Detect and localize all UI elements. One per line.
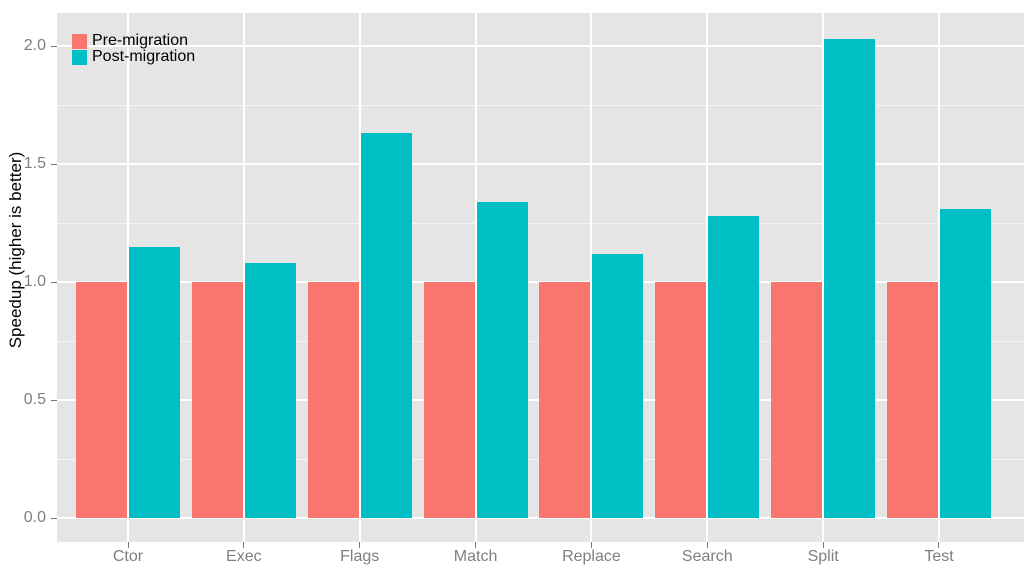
bar-pre-migration-test bbox=[886, 282, 938, 518]
vertical-gridline bbox=[937, 13, 940, 542]
x-tick-label-test: Test bbox=[924, 548, 954, 565]
x-tick-mark bbox=[359, 542, 361, 548]
y-tick-mark bbox=[51, 399, 57, 401]
x-tick-label-match: Match bbox=[453, 548, 498, 565]
x-tick-mark bbox=[822, 542, 824, 548]
x-tick-label-replace: Replace bbox=[562, 548, 621, 565]
x-tick-mark bbox=[938, 542, 940, 548]
legend-swatch-icon bbox=[72, 33, 87, 49]
y-tick-label: 1.5 bbox=[23, 155, 46, 172]
legend-label: Post-migration bbox=[92, 48, 196, 65]
bar-post-migration-search bbox=[708, 215, 760, 518]
minor-gridline bbox=[57, 222, 1024, 224]
x-tick-mark bbox=[590, 542, 592, 548]
bar-post-migration-exec bbox=[244, 263, 296, 518]
vertical-gridline bbox=[358, 13, 361, 542]
bar-post-migration-split bbox=[824, 38, 876, 518]
bar-post-migration-ctor bbox=[129, 246, 180, 518]
y-tick-label: 2.0 bbox=[23, 37, 46, 54]
vertical-gridline bbox=[474, 13, 477, 542]
bar-pre-migration-ctor bbox=[76, 282, 127, 518]
bar-pre-migration-replace bbox=[539, 282, 591, 518]
legend-swatch-icon bbox=[72, 49, 87, 65]
x-tick-mark bbox=[127, 542, 129, 548]
x-tick-mark bbox=[475, 542, 477, 548]
y-tick-label: 0.5 bbox=[23, 391, 46, 408]
y-tick-label: 1.0 bbox=[23, 273, 46, 290]
major-gridline bbox=[57, 517, 1024, 519]
y-tick-mark bbox=[51, 45, 57, 47]
bar-pre-migration-match bbox=[423, 282, 475, 518]
y-tick-mark bbox=[51, 517, 57, 519]
major-gridline bbox=[57, 163, 1024, 165]
minor-gridline bbox=[57, 104, 1024, 106]
bar-post-migration-test bbox=[939, 208, 991, 518]
x-tick-label-ctor: Ctor bbox=[112, 548, 144, 565]
vertical-gridline bbox=[590, 13, 593, 542]
legend-item: Pre-migration bbox=[72, 33, 195, 49]
y-tick-label: 0.0 bbox=[23, 509, 46, 526]
y-tick-mark bbox=[51, 281, 57, 283]
bar-post-migration-replace bbox=[592, 253, 644, 518]
x-tick-mark bbox=[243, 542, 245, 548]
x-tick-label-split: Split bbox=[807, 548, 839, 565]
vertical-gridline bbox=[242, 13, 245, 542]
x-tick-label-exec: Exec bbox=[226, 548, 262, 565]
vertical-gridline bbox=[127, 13, 129, 542]
y-axis-title: Speedup (higher is better) bbox=[6, 151, 25, 349]
bar-post-migration-flags bbox=[360, 133, 412, 518]
bar-pre-migration-flags bbox=[307, 282, 359, 518]
major-gridline bbox=[57, 45, 1024, 47]
x-tick-label-search: Search bbox=[681, 548, 733, 565]
bar-pre-migration-exec bbox=[191, 282, 243, 518]
bar-post-migration-match bbox=[476, 201, 528, 518]
x-tick-mark bbox=[706, 542, 708, 548]
bar-pre-migration-search bbox=[655, 282, 707, 518]
legend: Pre-migration Post-migration bbox=[72, 33, 195, 65]
vertical-gridline bbox=[706, 13, 709, 542]
legend-label: Pre-migration bbox=[92, 32, 189, 49]
vertical-gridline bbox=[822, 13, 825, 542]
y-tick-mark bbox=[51, 163, 57, 165]
legend-item: Post-migration bbox=[72, 49, 195, 65]
plot-panel bbox=[57, 13, 1024, 542]
bar-pre-migration-split bbox=[771, 282, 823, 518]
x-tick-label-flags: Flags bbox=[340, 548, 380, 565]
